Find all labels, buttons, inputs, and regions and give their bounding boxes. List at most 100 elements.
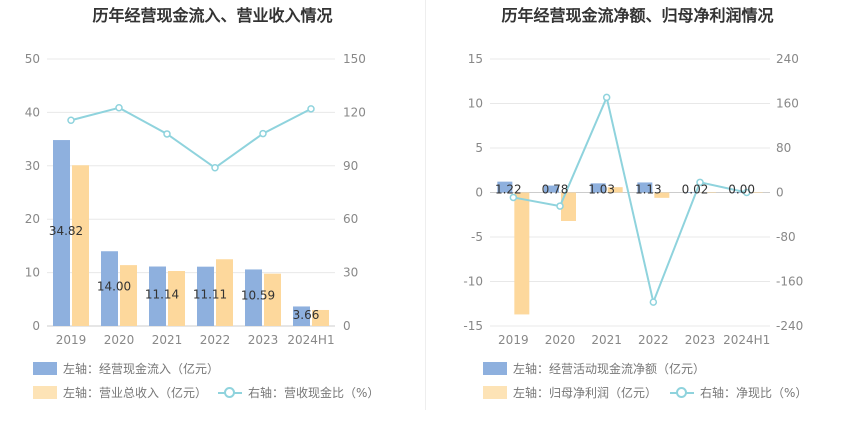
panel-divider	[425, 0, 426, 410]
x-tick-label: 2021	[591, 333, 622, 347]
legend-right-bar1[interactable]: 左轴：经营活动现金流净额（亿元）	[483, 360, 705, 377]
bar-series2	[264, 273, 281, 326]
bar-data-label: 3.66	[293, 308, 320, 322]
bar-series1	[730, 192, 746, 193]
bar-data-label: 0.78	[542, 183, 569, 197]
y-right-tick-label: 60	[343, 212, 358, 226]
bar-series2	[747, 192, 763, 193]
y-left-tick-label: -15	[463, 319, 483, 333]
bar-series2	[514, 192, 530, 315]
y-left-tick-label: 10	[25, 266, 40, 280]
y-right-tick-label: 30	[343, 266, 358, 280]
legend-line-icon	[218, 386, 242, 399]
y-right-tick-label: -80	[776, 230, 796, 244]
x-tick-label: 2024H1	[723, 333, 770, 347]
y-left-tick-label: 15	[468, 52, 483, 66]
y-right-tick-label: -240	[776, 319, 803, 333]
y-left-tick-label: -10	[463, 275, 483, 289]
line-point	[509, 193, 518, 202]
legend-right-bar2[interactable]: 左轴：归母净利润（亿元）	[483, 384, 657, 401]
line-point	[742, 188, 751, 197]
bar-series2	[607, 187, 623, 193]
legend-left-bar1[interactable]: 左轴：经营现金流入（亿元）	[33, 360, 219, 377]
bar-series2	[561, 192, 576, 221]
bar-series1	[684, 192, 699, 193]
bar-series2	[72, 165, 89, 326]
right-chart-title: 历年经营现金流净额、归母净利润情况	[501, 6, 774, 25]
x-tick-label: 2019	[56, 333, 87, 347]
line-point	[556, 202, 564, 210]
bar-data-label: 0.02	[682, 183, 709, 197]
bar-series1	[293, 306, 310, 326]
bar-series1	[590, 183, 606, 193]
x-tick-label: 2023	[685, 333, 716, 347]
bar-series2	[168, 270, 185, 326]
y-right-tick-label: -160	[776, 275, 803, 289]
x-tick-label: 2022	[200, 333, 231, 347]
y-left-tick-label: -5	[471, 230, 483, 244]
line-series	[513, 94, 747, 306]
legend-swatch-net-profit	[483, 386, 507, 399]
x-tick-label: 2022	[638, 333, 669, 347]
x-tick-label: 2023	[248, 333, 279, 347]
bar-series2	[654, 192, 670, 198]
legend-left-line[interactable]: 右轴：营收现金比（%）	[218, 384, 379, 401]
bar-series2	[216, 259, 233, 326]
bar-series1	[245, 269, 262, 326]
legend-left-bar2[interactable]: 左轴：营业总收入（亿元）	[33, 384, 207, 401]
y-left-tick-label: 30	[25, 159, 40, 173]
bar-series1	[497, 181, 513, 193]
bar-series2	[120, 265, 137, 326]
y-left-tick-label: 0	[475, 186, 483, 200]
y-right-tick-label: 80	[776, 141, 791, 155]
y-left-tick-label: 10	[468, 97, 483, 111]
bar-data-label: 0.00	[728, 183, 755, 197]
line-point	[67, 116, 75, 124]
left-chart-title: 历年经营现金流入、营业收入情况	[92, 6, 333, 25]
bar-series1	[637, 182, 653, 193]
legend-label: 右轴：营收现金比（%）	[248, 386, 380, 400]
bar-series1	[544, 185, 559, 193]
line-point	[211, 164, 219, 172]
bar-data-label: 14.00	[97, 280, 131, 294]
y-right-tick-label: 240	[776, 52, 799, 66]
y-left-tick-label: 0	[32, 319, 40, 333]
x-tick-label: 2020	[104, 333, 135, 347]
bar-data-label: 11.11	[193, 287, 227, 301]
bar-data-label: 34.82	[49, 224, 83, 238]
line-point	[115, 104, 123, 112]
y-left-tick-label: 20	[25, 212, 40, 226]
bar-data-label: 11.14	[145, 287, 179, 301]
bar-data-label: 1.03	[588, 183, 615, 197]
line-point	[307, 105, 315, 113]
line-point	[649, 298, 658, 306]
legend-right-line[interactable]: 右轴：净现比（%）	[670, 384, 807, 401]
y-right-tick-label: 0	[776, 186, 784, 200]
legend-line-icon	[670, 386, 694, 399]
legend-label: 左轴：经营现金流入（亿元）	[63, 362, 220, 376]
x-tick-label: 2019	[498, 333, 529, 347]
y-right-tick-label: 120	[343, 105, 366, 119]
legend-label: 右轴：净现比（%）	[700, 386, 808, 400]
bar-series1	[101, 251, 118, 326]
line-point	[696, 178, 704, 187]
bar-series1	[197, 266, 214, 326]
legend-swatch-net-cash	[483, 362, 507, 375]
bar-series1	[149, 266, 166, 326]
legend-label: 左轴：营业总收入（亿元）	[63, 386, 208, 400]
bar-data-label: 1.13	[635, 183, 662, 197]
bar-data-label: 1.22	[495, 183, 522, 197]
bar-data-label: 10.59	[241, 289, 275, 303]
line-series	[70, 106, 312, 169]
y-right-tick-label: 160	[776, 97, 799, 111]
legend-swatch-revenue	[33, 386, 57, 399]
line-point	[163, 130, 171, 138]
legend-label: 左轴：归母净利润（亿元）	[513, 386, 658, 400]
line-point	[259, 129, 267, 138]
legend-label: 左轴：经营活动现金流净额（亿元）	[513, 362, 706, 376]
legend-swatch-cash-inflow	[33, 362, 57, 375]
bar-series1	[53, 140, 70, 326]
x-tick-label: 2020	[545, 333, 576, 347]
y-left-tick-label: 40	[25, 105, 40, 119]
y-right-tick-label: 0	[343, 319, 351, 333]
